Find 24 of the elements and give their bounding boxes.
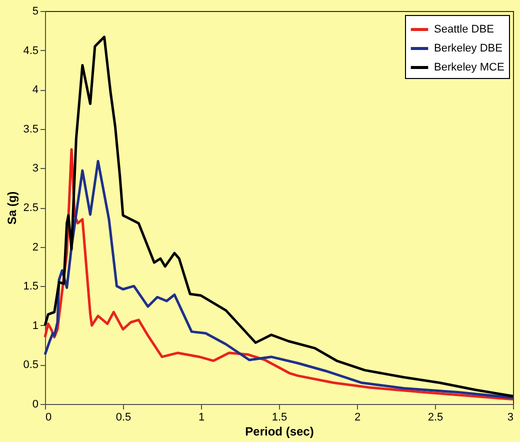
x-tick-label: 1 [198, 412, 205, 424]
y-axis-title: Sa (g) [5, 191, 20, 225]
legend-label: Berkeley MCE [434, 62, 504, 74]
legend-label: Seattle DBE [434, 24, 494, 36]
x-tick-label: 3 [507, 412, 514, 424]
x-tick-label: 2 [354, 412, 361, 424]
x-tick-label: 0 [46, 412, 52, 424]
y-tick-label: 2.5 [23, 202, 38, 214]
x-tick-label: 0.5 [116, 412, 132, 424]
y-tick-label: 0 [32, 398, 38, 410]
y-tick-label: 4.5 [23, 44, 38, 57]
y-tick-label: 0.5 [23, 359, 38, 372]
x-tick-label: 1.5 [272, 412, 288, 424]
x-tick-label: 2.5 [428, 412, 444, 424]
y-tick-label: 1 [32, 320, 38, 332]
y-tick-label: 4 [32, 84, 38, 96]
y-tick-label: 2 [32, 241, 38, 254]
y-tick-label: 1.5 [23, 280, 38, 293]
y-tick-label: 3.5 [23, 123, 38, 136]
legend-label: Berkeley DBE [434, 42, 502, 54]
x-axis-title: Period (sec) [245, 424, 314, 438]
line-series [44, 36, 514, 398]
y-tick-label: 3 [32, 162, 38, 175]
y-tick-label: 5 [32, 6, 38, 18]
